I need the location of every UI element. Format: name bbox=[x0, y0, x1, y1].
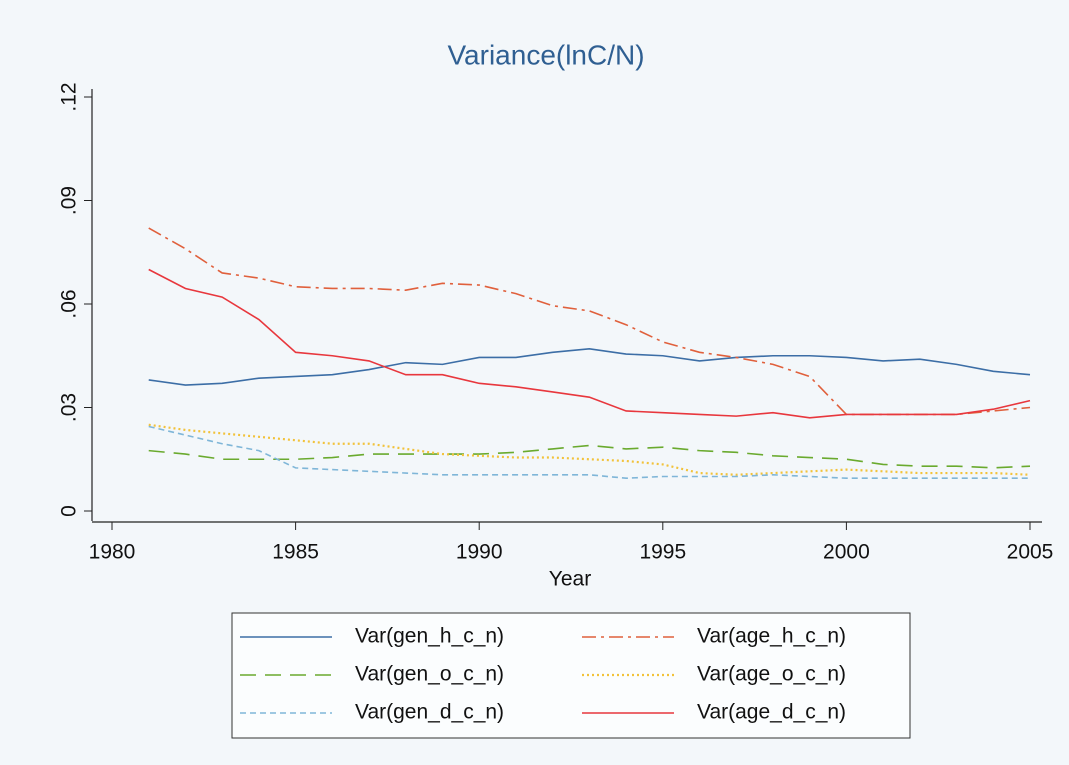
y-tick-label: .03 bbox=[58, 393, 81, 422]
legend-label: Var(gen_d_c_n) bbox=[355, 701, 504, 724]
x-tick-label: 1995 bbox=[639, 541, 686, 564]
series-line bbox=[148, 268, 1031, 419]
x-tick-label: 1985 bbox=[272, 541, 319, 564]
x-tick-label: 2000 bbox=[823, 541, 870, 564]
legend-label: Var(age_o_c_n) bbox=[697, 663, 846, 686]
legend-label: Var(gen_h_c_n) bbox=[355, 625, 504, 648]
x-tick-label: 1990 bbox=[456, 541, 503, 564]
legend-label: Var(gen_o_c_n) bbox=[355, 663, 504, 686]
series-line bbox=[148, 425, 1030, 480]
y-tick-label: 0 bbox=[58, 505, 81, 517]
y-tick-label: .12 bbox=[58, 82, 81, 111]
series-line bbox=[148, 444, 1031, 469]
y-tick-label: .09 bbox=[58, 186, 81, 215]
chart-title: Variance(lnC/N) bbox=[447, 39, 644, 70]
x-tick-label: 1980 bbox=[89, 541, 136, 564]
legend-label: Var(age_d_c_n) bbox=[697, 701, 846, 724]
y-tick-label: .06 bbox=[58, 289, 81, 318]
legend-box bbox=[231, 612, 911, 739]
legend-label: Var(age_h_c_n) bbox=[697, 625, 846, 648]
x-tick-label: 2005 bbox=[1007, 541, 1054, 564]
x-axis-label: Year bbox=[549, 568, 591, 591]
series-line bbox=[148, 348, 1031, 386]
